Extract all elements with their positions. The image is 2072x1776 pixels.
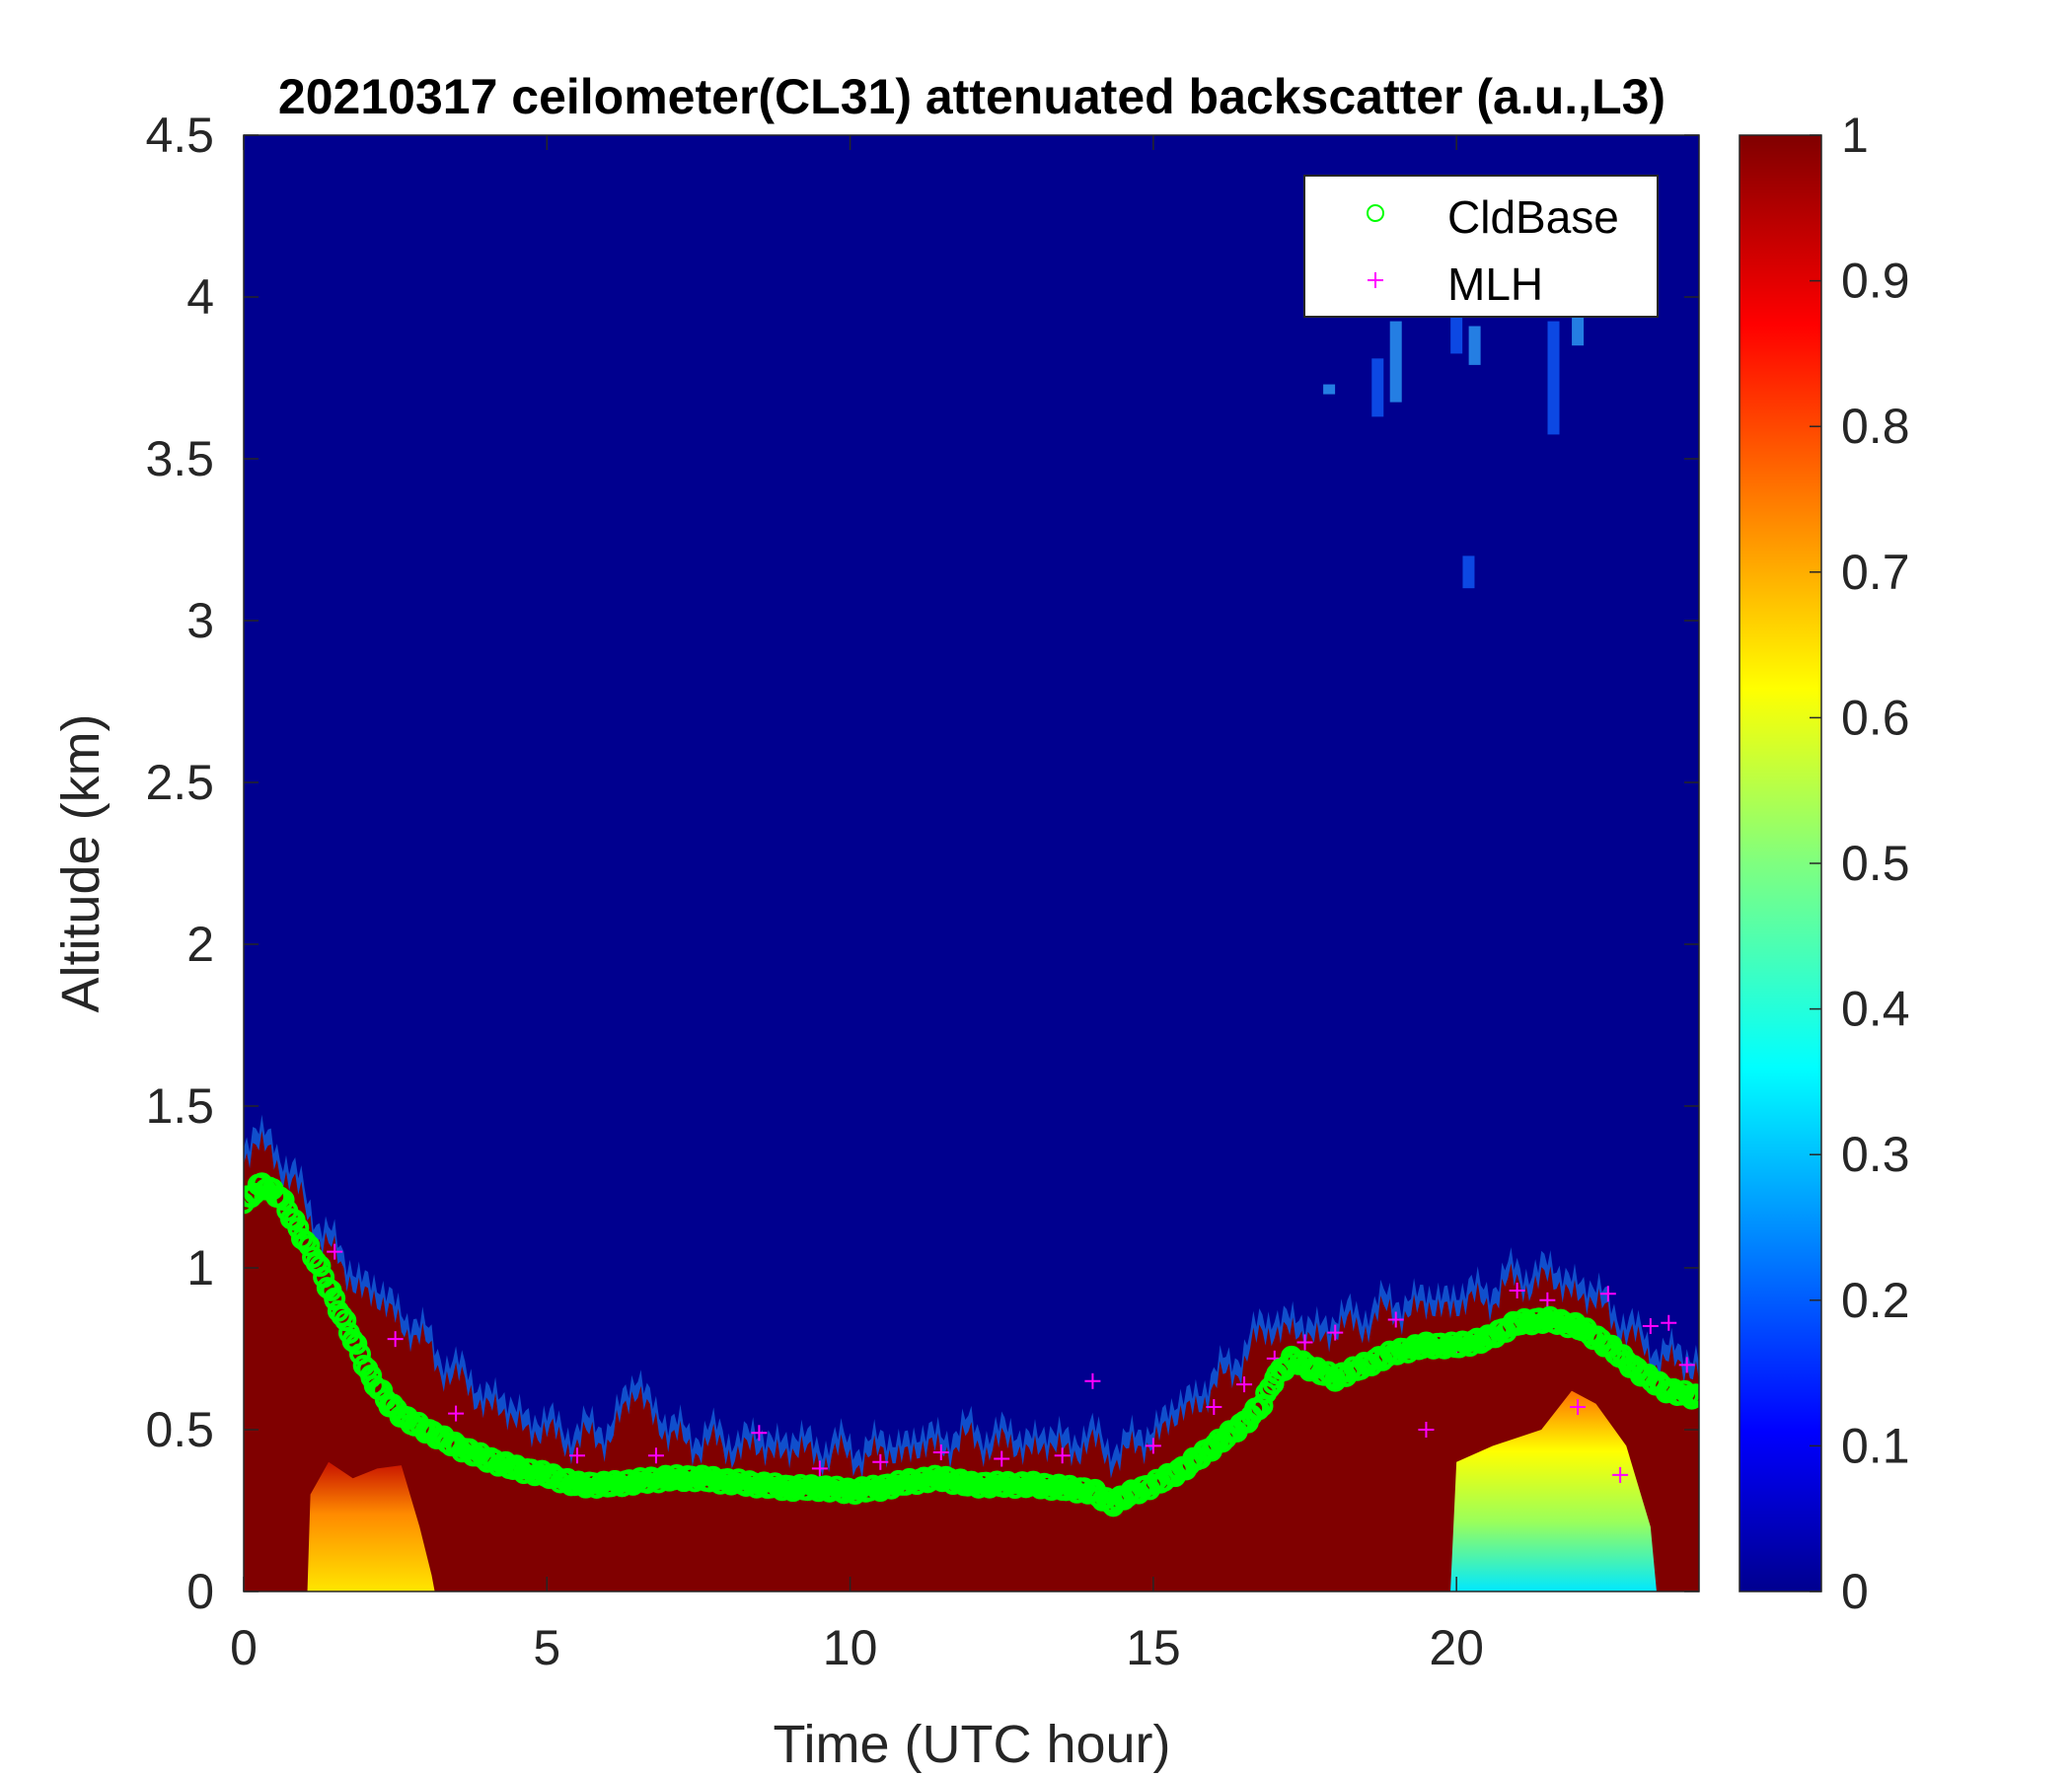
colorbar-tick-label: 0.8	[1841, 399, 1910, 454]
cldbase-trace-marker	[1641, 1369, 1664, 1392]
high-cloud-streak	[1389, 321, 1402, 403]
colorbar-tick-label: 0	[1841, 1564, 1869, 1619]
colorbar-gradient	[1739, 134, 1822, 1592]
y-tick-label: 0	[186, 1564, 214, 1619]
cldbase-trace-marker	[1688, 1384, 1699, 1407]
mlh-point	[1570, 1399, 1587, 1416]
x-tick-label: 0	[230, 1620, 258, 1675]
plot-area	[244, 135, 1699, 1591]
mlh-point	[327, 1243, 343, 1260]
cldbase-trace-marker	[331, 1304, 353, 1327]
legend-mlh-label: MLH	[1447, 259, 1543, 310]
mlh-point	[751, 1425, 768, 1442]
x-tick-label: 10	[823, 1620, 878, 1675]
legend: CldBase MLH	[1303, 175, 1659, 318]
cldbase-trace-marker	[324, 1287, 346, 1309]
colorbar-tick-label: 0.5	[1841, 836, 1910, 891]
y-tick-label: 3	[186, 593, 214, 648]
colorbar-tick-label: 0.1	[1841, 1418, 1910, 1473]
y-tick-label: 4.5	[145, 108, 214, 163]
x-axis: 0 5 10 15 20	[230, 135, 1484, 1675]
cldbase-trace-marker	[298, 1234, 321, 1257]
plot-frame	[243, 134, 1700, 1592]
cldbase-trace-marker	[1106, 1489, 1128, 1512]
mlh-point	[1418, 1422, 1435, 1438]
colorbar-tick-label: 0.7	[1841, 545, 1910, 600]
y-tick-label: 2.5	[145, 755, 214, 810]
mlh-point	[1509, 1282, 1525, 1298]
mlh-point	[1678, 1357, 1695, 1373]
high-cloud-streak	[1323, 384, 1336, 395]
mlh-point	[1642, 1318, 1659, 1335]
legend-cldbase-label: CldBase	[1447, 191, 1619, 243]
mlh-point	[872, 1453, 889, 1470]
colorbar-tick-label: 0.9	[1841, 254, 1910, 309]
chart-title: 20210317 ceilometer(CL31) attenuated bac…	[278, 69, 1665, 124]
mlh-point	[1206, 1399, 1222, 1416]
x-tick-label: 20	[1429, 1620, 1484, 1675]
cldbase-series	[244, 1172, 1699, 1517]
mlh-point	[387, 1331, 404, 1348]
colorbar-tick-label: 0.4	[1841, 982, 1910, 1037]
mlh-point	[1327, 1324, 1344, 1341]
x-axis-label: Time (UTC hour)	[773, 1715, 1170, 1774]
high-cloud-streak	[1572, 313, 1585, 346]
colorbar-tick-label: 0.6	[1841, 690, 1910, 745]
high-cloud-streak	[1371, 358, 1384, 417]
legend-box	[1303, 175, 1659, 318]
y-tick-label: 0.5	[145, 1402, 214, 1457]
y-tick-label: 1.5	[145, 1078, 214, 1134]
cldbase-trace-marker	[1251, 1394, 1274, 1417]
legend-mlh-marker	[1368, 272, 1383, 288]
mlh-point	[994, 1450, 1010, 1467]
y-tick-label: 3.5	[145, 431, 214, 486]
mlh-point	[1084, 1372, 1101, 1389]
high-backscatter-patch-late	[1450, 1390, 1657, 1591]
high-cloud-streak	[1547, 321, 1560, 435]
cldbase-trace-marker	[1284, 1350, 1306, 1372]
high-cloud-streak	[1462, 555, 1475, 589]
colorbar-ticks: 0 0.1 0.2 0.3 0.4 0.5 0.6 0.7 0.8 0.9 1	[1810, 108, 1910, 1619]
mlh-point	[1612, 1466, 1629, 1483]
mlh-point	[647, 1447, 664, 1464]
mlh-point	[1296, 1334, 1313, 1351]
cldbase-trace-marker	[334, 1309, 357, 1332]
x-tick-label: 15	[1126, 1620, 1181, 1675]
mlh-point	[1661, 1314, 1677, 1331]
colorbar-tick-label: 1	[1841, 108, 1869, 163]
high-backscatter-patch-early	[307, 1461, 435, 1591]
colorbar-tick-label: 0.2	[1841, 1273, 1910, 1328]
y-tick-label: 2	[186, 917, 214, 972]
cldbase-trace-marker	[309, 1255, 332, 1278]
colorbar: 0 0.1 0.2 0.3 0.4 0.5 0.6 0.7 0.8 0.9 1	[1739, 108, 1910, 1619]
x-tick-label: 5	[533, 1620, 560, 1675]
mlh-point	[932, 1443, 949, 1460]
mlh-point	[1539, 1292, 1556, 1308]
mlh-point	[1599, 1286, 1616, 1302]
legend-cldbase-marker	[1367, 204, 1384, 222]
mlh-point	[811, 1460, 828, 1477]
y-axis-label: Altitude (km)	[51, 713, 111, 1012]
mlh-point	[1387, 1311, 1404, 1328]
colorbar-tick-label: 0.3	[1841, 1127, 1910, 1182]
mlh-point	[1145, 1438, 1161, 1454]
y-tick-label: 4	[186, 269, 214, 325]
high-cloud-streak	[1468, 326, 1481, 365]
cldbase-trace-marker	[345, 1333, 368, 1356]
mlh-point	[1054, 1447, 1071, 1464]
mlh-point	[1236, 1376, 1253, 1393]
mlh-point	[448, 1405, 465, 1422]
y-axis: 0 0.5 1 1.5 2 2.5 3 3.5 4 4.5	[145, 108, 1699, 1619]
cldbase-trace-marker	[272, 1189, 295, 1212]
mlh-point	[569, 1447, 586, 1464]
y-tick-label: 1	[186, 1240, 214, 1295]
